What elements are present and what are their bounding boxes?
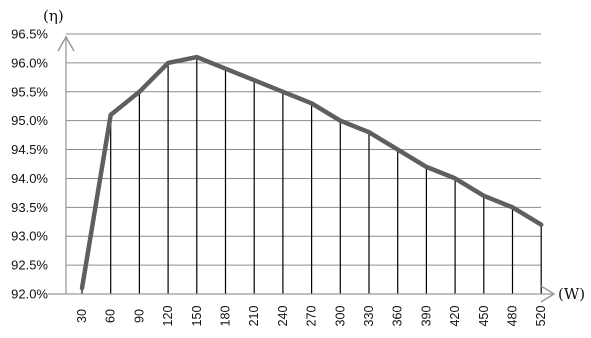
drop-lines	[81, 57, 542, 294]
y-tick-label: 93.0%	[11, 229, 48, 244]
x-tick-label: 450	[477, 306, 491, 327]
y-axis-unit-label: (η)	[43, 7, 64, 25]
x-axis-unit-label: (W)	[558, 285, 585, 303]
y-tick-labels: 92.0% 92.5% 93.0% 93.5% 94.0% 94.5% 95.0% 95.5%…	[11, 27, 48, 302]
x-tick-label: 120	[161, 306, 175, 327]
x-axis-arrowhead	[540, 285, 556, 303]
y-tick-label: 96.5%	[11, 27, 48, 42]
series	[79, 54, 544, 291]
x-tick-label: 60	[104, 309, 118, 323]
y-tick-label: 92.0%	[11, 287, 48, 302]
x-tick-label: 180	[219, 306, 233, 327]
x-tick-label: 210	[247, 306, 261, 327]
x-tick-label: 150	[190, 306, 204, 327]
axes	[48, 35, 556, 303]
y-axis-arrowhead	[57, 35, 75, 52]
x-tick-label: 270	[305, 306, 319, 327]
x-tick-label: 520	[534, 306, 548, 327]
y-tick-label: 96.0%	[11, 55, 48, 70]
y-tick-label: 92.5%	[11, 258, 48, 273]
x-tick-label: 360	[391, 306, 405, 327]
x-tick-label: 30	[75, 309, 89, 323]
x-tick-label: 90	[132, 309, 146, 323]
y-tick-label: 94.5%	[11, 142, 48, 157]
y-tick-label: 95.0%	[11, 113, 48, 128]
y-tick-label: 93.5%	[11, 200, 48, 215]
x-tick-labels: 30 60 90 120 150 180 210 240 270 300 330 360 390 420 4…	[75, 306, 548, 327]
x-tick-label: 420	[448, 306, 462, 327]
x-tick-label: 300	[333, 306, 347, 327]
x-tick-label: 240	[276, 306, 290, 327]
x-tick-label: 330	[362, 306, 376, 327]
y-tick-label: 94.0%	[11, 171, 48, 186]
y-tick-label: 95.5%	[11, 84, 48, 99]
x-tick-label: 390	[419, 306, 433, 327]
grid	[66, 33, 541, 266]
x-tick-label: 480	[506, 306, 520, 327]
efficiency-line	[79, 54, 544, 291]
